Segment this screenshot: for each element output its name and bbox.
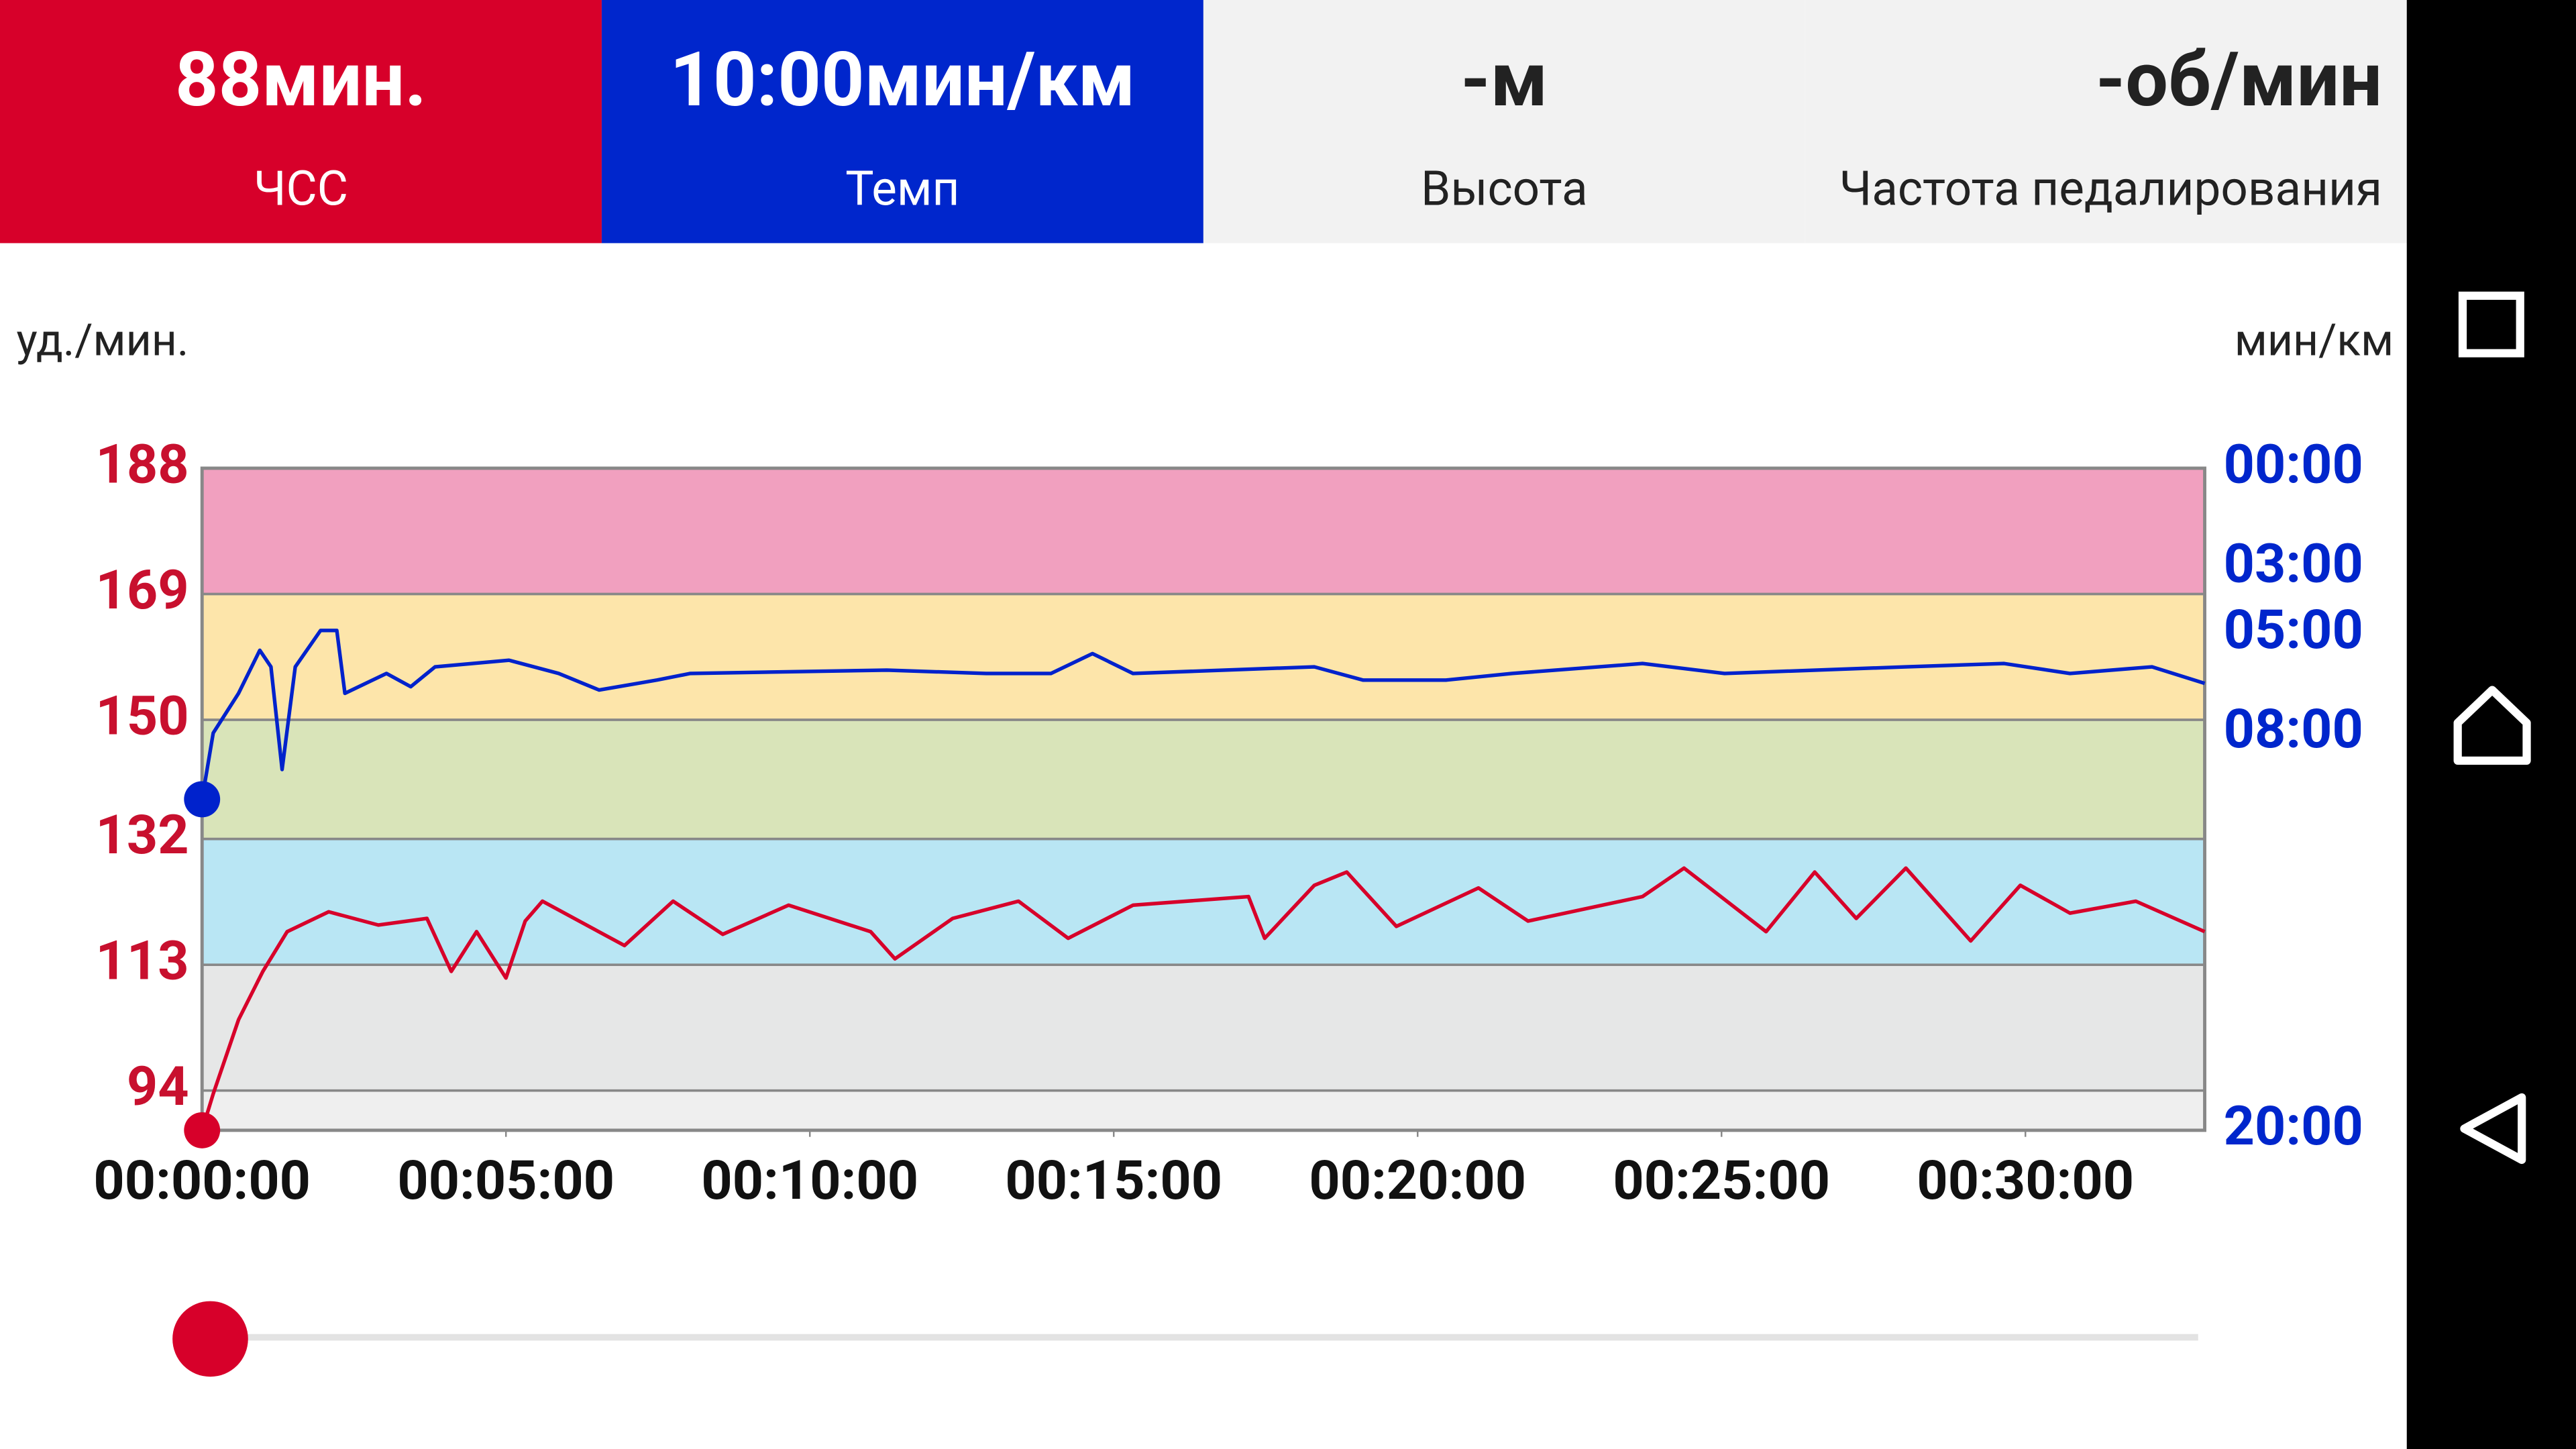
- hr-zone: [202, 719, 2205, 839]
- hr-zone: [202, 1090, 2205, 1130]
- tile-label: Частота педалирования: [1839, 161, 2382, 217]
- tile-value: 88мин.: [175, 35, 427, 124]
- home-button[interactable]: [2453, 686, 2531, 765]
- y2-tick-label: 05:00: [2224, 598, 2363, 661]
- tile-value: -об/мин: [2096, 35, 2382, 124]
- back-button[interactable]: [2460, 1093, 2526, 1165]
- y2-axis-unit: мин/км: [2235, 315, 2394, 366]
- x-tick-label: 00:25:00: [1613, 1148, 1830, 1212]
- tile-label: ЧСС: [254, 161, 348, 217]
- y-tick-label: 169: [96, 558, 189, 622]
- hr-zone: [202, 839, 2205, 965]
- y-tick-label: 188: [96, 432, 189, 496]
- x-tick-label: 00:15:00: [1005, 1148, 1222, 1212]
- y-tick-label: 132: [96, 803, 189, 867]
- tile-value: 10:00мин/км: [669, 35, 1135, 124]
- tile: [601, 0, 1203, 244]
- y2-tick-label: 08:00: [2224, 697, 2363, 761]
- y2-tick-label: 03:00: [2224, 531, 2363, 595]
- start-marker: [184, 1112, 221, 1148]
- tile-label: Высота: [1421, 161, 1588, 217]
- y2-tick-label: 00:00: [2224, 432, 2363, 496]
- hr-zone: [202, 594, 2205, 720]
- y-tick-label: 113: [96, 929, 189, 993]
- x-tick-label: 00:20:00: [1309, 1148, 1526, 1212]
- header: 88мин. ЧСС 10:00мин/км Темп -м Высота -об/мин Ч…: [0, 0, 2407, 244]
- hr-zone: [202, 965, 2205, 1091]
- tile-value: -м: [1460, 35, 1548, 124]
- tile: [1203, 0, 1805, 244]
- x-tick-label: 00:00:00: [93, 1148, 311, 1212]
- y-tick-label: 150: [96, 684, 189, 747]
- recent-apps-button[interactable]: [2458, 291, 2524, 358]
- series-line: [200, 629, 2206, 800]
- hr-zone: [202, 468, 2205, 594]
- x-tick-label: 00:10:00: [701, 1148, 918, 1212]
- x-tick-label: 00:05:00: [397, 1148, 614, 1212]
- y-tick-label: 94: [127, 1055, 189, 1118]
- tile-label: Темп: [845, 161, 959, 217]
- tile: [1805, 0, 2407, 244]
- x-tick-label: 00:30:00: [1917, 1148, 2134, 1212]
- start-marker: [184, 781, 221, 818]
- y2-tick-label: 20:00: [2224, 1094, 2363, 1158]
- nav-bar: [2406, 0, 2576, 1449]
- y-axis-unit: уд./мин.: [16, 315, 189, 366]
- tile: [0, 0, 602, 244]
- series-line: [200, 866, 2206, 1131]
- slider-thumb[interactable]: [172, 1301, 248, 1377]
